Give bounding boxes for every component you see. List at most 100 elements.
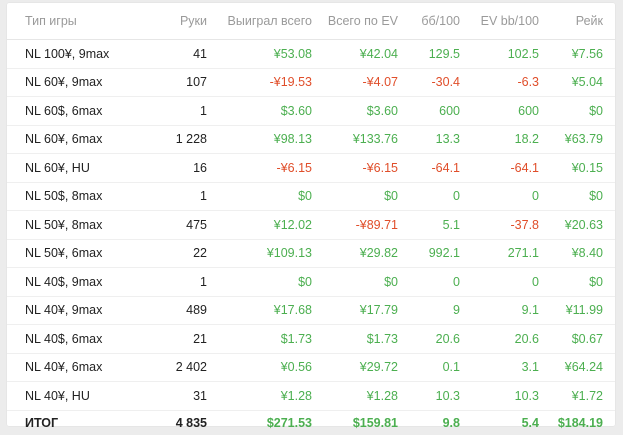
cell-game-type: NL 50$, 8max <box>7 182 157 211</box>
total-row: ИТОГ 4 835 $271.53 $159.81 9.8 5.4 $184.… <box>7 410 615 435</box>
cell-won-total: ¥0.56 <box>219 353 324 382</box>
cell-game-type: NL 40$, 6max <box>7 324 157 354</box>
cell-bb100: 5.1 <box>410 210 472 240</box>
table-row[interactable]: NL 100¥, 9max 41 ¥53.08 ¥42.04 129.5 102.5 ¥7.… <box>7 39 615 69</box>
cell-hands: 22 <box>157 239 219 268</box>
cell-won-total: -¥19.53 <box>219 68 324 97</box>
cell-ev-bb100: 600 <box>472 96 551 126</box>
cell-rake: $0 <box>551 96 615 126</box>
cell-won-total: $0 <box>219 267 324 297</box>
cell-ev-total: $3.60 <box>324 96 410 126</box>
cell-rake: ¥5.04 <box>551 68 615 97</box>
cell-ev-bb100: -6.3 <box>472 68 551 97</box>
cell-ev-bb100: 0 <box>472 182 551 211</box>
cell-bb100: 13.3 <box>410 125 472 154</box>
cell-game-type: NL 60¥, 9max <box>7 68 157 97</box>
table-row[interactable]: NL 50¥, 8max 475 ¥12.02 -¥89.71 5.1 -37.8 ¥20.… <box>7 210 615 240</box>
column-header-ev-bb100[interactable]: EV bb/100 <box>472 3 551 40</box>
cell-hands: 489 <box>157 296 219 325</box>
cell-won-total: ¥53.08 <box>219 39 324 69</box>
table-row[interactable]: NL 40¥, 6max 2 402 ¥0.56 ¥29.72 0.1 3.1 ¥64.24 <box>7 353 615 382</box>
cell-game-type: NL 50¥, 8max <box>7 210 157 240</box>
column-header-hands[interactable]: Руки <box>157 3 219 40</box>
cell-ev-total: -¥6.15 <box>324 153 410 183</box>
cell-game-type: NL 100¥, 9max <box>7 39 157 69</box>
cell-game-type: NL 60$, 6max <box>7 96 157 126</box>
cell-ev-bb100: 9.1 <box>472 296 551 325</box>
table-row[interactable]: NL 50¥, 6max 22 ¥109.13 ¥29.82 992.1 271.1 ¥8.… <box>7 239 615 268</box>
cell-ev-total: $0 <box>324 182 410 211</box>
cell-bb100: -64.1 <box>410 153 472 183</box>
table-row[interactable]: NL 40¥, HU 31 ¥1.28 ¥1.28 10.3 10.3 ¥1.72 <box>7 381 615 411</box>
cell-won-total: ¥1.28 <box>219 381 324 411</box>
column-header-won-total[interactable]: Выиграл всего <box>219 3 324 40</box>
cell-ev-bb100: -64.1 <box>472 153 551 183</box>
cell-won-total: -¥6.15 <box>219 153 324 183</box>
cell-rake: ¥1.72 <box>551 381 615 411</box>
cell-game-type: NL 40¥, HU <box>7 381 157 411</box>
table-row[interactable]: NL 60$, 6max 1 $3.60 $3.60 600 600 $0 <box>7 96 615 126</box>
column-header-game-type[interactable]: Тип игры <box>7 3 157 40</box>
table-header-row: Тип игры Руки Выиграл всего Всего по EV … <box>7 3 615 40</box>
cell-hands: 475 <box>157 210 219 240</box>
cell-ev-bb100: -37.8 <box>472 210 551 240</box>
cell-bb100: 129.5 <box>410 39 472 69</box>
cell-bb100: 0 <box>410 182 472 211</box>
cell-hands: 21 <box>157 324 219 354</box>
stats-panel: Тип игры Руки Выиграл всего Всего по EV … <box>7 3 615 430</box>
cell-rake: ¥8.40 <box>551 239 615 268</box>
cell-hands: 2 402 <box>157 353 219 382</box>
cell-ev-bb100: 20.6 <box>472 324 551 354</box>
cell-ev-bb100: 3.1 <box>472 353 551 382</box>
table-row[interactable]: NL 50$, 8max 1 $0 $0 0 0 $0 <box>7 182 615 211</box>
cell-bb100: 20.6 <box>410 324 472 354</box>
cell-ev-total: -¥4.07 <box>324 68 410 97</box>
cell-game-type: NL 40$, 9max <box>7 267 157 297</box>
cell-won-total: $3.60 <box>219 96 324 126</box>
cell-ev-bb100: 10.3 <box>472 381 551 411</box>
cell-ev-total: ¥133.76 <box>324 125 410 154</box>
cell-rake: $0 <box>551 182 615 211</box>
table-row[interactable]: NL 60¥, 9max 107 -¥19.53 -¥4.07 -30.4 -6.3 ¥5.… <box>7 68 615 97</box>
cell-rake: $0.67 <box>551 324 615 354</box>
cell-hands: 1 <box>157 96 219 126</box>
cell-bb100: 10.3 <box>410 381 472 411</box>
cell-game-type: NL 60¥, 6max <box>7 125 157 154</box>
table-row[interactable]: NL 40¥, 9max 489 ¥17.68 ¥17.79 9 9.1 ¥11.99 <box>7 296 615 325</box>
game-type-stats-table: Тип игры Руки Выиграл всего Всего по EV … <box>7 3 615 435</box>
cell-ev-total: ¥29.82 <box>324 239 410 268</box>
cell-won-total: ¥109.13 <box>219 239 324 268</box>
column-header-bb100[interactable]: бб/100 <box>410 3 472 40</box>
column-header-rake[interactable]: Рейк <box>551 3 615 40</box>
cell-ev-total: ¥42.04 <box>324 39 410 69</box>
total-won: $271.53 <box>266 415 312 430</box>
cell-game-type: NL 60¥, HU <box>7 153 157 183</box>
cell-bb100: 0 <box>410 267 472 297</box>
cell-game-type: NL 40¥, 6max <box>7 353 157 382</box>
cell-ev-total: $1.73 <box>324 324 410 354</box>
cell-bb100: 992.1 <box>410 239 472 268</box>
table-row[interactable]: NL 60¥, HU 16 -¥6.15 -¥6.15 -64.1 -64.1 ¥0.15 <box>7 153 615 183</box>
cell-won-total: $1.73 <box>219 324 324 354</box>
cell-won-total: ¥17.68 <box>219 296 324 325</box>
cell-ev-total: ¥17.79 <box>324 296 410 325</box>
cell-rake: ¥7.56 <box>551 39 615 69</box>
table-row[interactable]: NL 40$, 9max 1 $0 $0 0 0 $0 <box>7 267 615 297</box>
cell-rake: ¥63.79 <box>551 125 615 154</box>
cell-rake: $0 <box>551 267 615 297</box>
cell-won-total: ¥98.13 <box>219 125 324 154</box>
cell-hands: 107 <box>157 68 219 97</box>
cell-bb100: 600 <box>410 96 472 126</box>
column-header-ev-total[interactable]: Всего по EV <box>324 3 410 40</box>
cell-ev-bb100: 271.1 <box>472 239 551 268</box>
cell-bb100: 9 <box>410 296 472 325</box>
total-hands: 4 835 <box>175 415 207 430</box>
total-label: ИТОГ <box>25 415 59 430</box>
total-ev-bb100: 5.4 <box>521 415 539 430</box>
table-row[interactable]: NL 60¥, 6max 1 228 ¥98.13 ¥133.76 13.3 18.2 ¥6… <box>7 125 615 154</box>
cell-won-total: ¥12.02 <box>219 210 324 240</box>
cell-rake: ¥64.24 <box>551 353 615 382</box>
total-rake: $184.19 <box>557 415 603 430</box>
table-row[interactable]: NL 40$, 6max 21 $1.73 $1.73 20.6 20.6 $0.67 <box>7 324 615 354</box>
cell-game-type: NL 50¥, 6max <box>7 239 157 268</box>
